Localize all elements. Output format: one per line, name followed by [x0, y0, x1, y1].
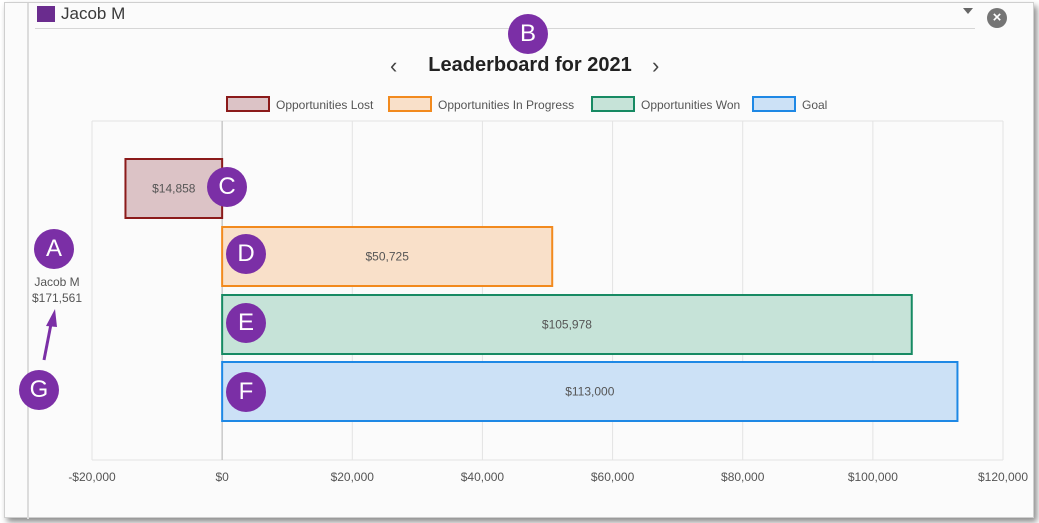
legend-label: Opportunities Lost	[276, 98, 374, 112]
y-category-name: Jacob M	[34, 275, 79, 289]
legend-label: Opportunities Won	[641, 98, 740, 112]
bar-opportunities-in-progress	[221, 226, 554, 287]
x-tick-label: $20,000	[331, 470, 375, 484]
bar-opportunities-won	[221, 294, 913, 355]
y-category-total: $171,561	[32, 291, 82, 305]
legend-swatch	[752, 96, 796, 112]
x-tick-label: $60,000	[591, 470, 635, 484]
x-tick-label: $120,000	[978, 470, 1028, 484]
bar-value-label: $14,858	[152, 182, 196, 196]
caret-down-icon[interactable]	[963, 8, 973, 14]
annotation-badge-f: F	[226, 372, 266, 412]
user-select[interactable]: Jacob M	[35, 3, 975, 29]
chevron-left-icon[interactable]: ‹	[390, 53, 398, 78]
chart-header: ‹ Leaderboard for 2021 ›	[380, 52, 680, 82]
annotation-badge-d: D	[226, 234, 266, 274]
annotation-arrow	[42, 323, 53, 361]
x-tick-label: $100,000	[848, 470, 898, 484]
bar-value-label: $113,000	[565, 385, 614, 399]
panel-divider	[27, 3, 29, 519]
bar-opportunities-lost	[124, 158, 224, 219]
user-color-swatch	[37, 6, 55, 22]
bar-goal	[221, 361, 959, 422]
annotation-badge-c: C	[207, 167, 247, 207]
x-tick-label: $80,000	[721, 470, 765, 484]
x-tick-label: $40,000	[461, 470, 505, 484]
chevron-right-icon[interactable]: ›	[652, 53, 660, 78]
bar-value-label: $105,978	[542, 318, 592, 332]
annotation-badge-g: G	[19, 370, 59, 410]
legend-label: Goal	[802, 98, 827, 112]
clear-icon[interactable]: ×	[987, 8, 1007, 28]
annotation-badge-e: E	[226, 303, 266, 343]
x-tick-label: -$20,000	[68, 470, 116, 484]
legend-swatch	[388, 96, 432, 112]
chart-title: Leaderboard for 2021	[428, 54, 632, 76]
legend-label: Opportunities In Progress	[438, 98, 574, 112]
bar-value-label: $50,725	[365, 250, 409, 264]
user-select-value: Jacob M	[61, 4, 126, 23]
annotation-badge-a: A	[34, 229, 74, 269]
x-tick-label: $0	[215, 470, 229, 484]
legend-swatch	[591, 96, 635, 112]
annotation-arrowhead	[46, 309, 57, 327]
legend-swatch	[226, 96, 270, 112]
annotation-badge-b: B	[508, 14, 548, 54]
